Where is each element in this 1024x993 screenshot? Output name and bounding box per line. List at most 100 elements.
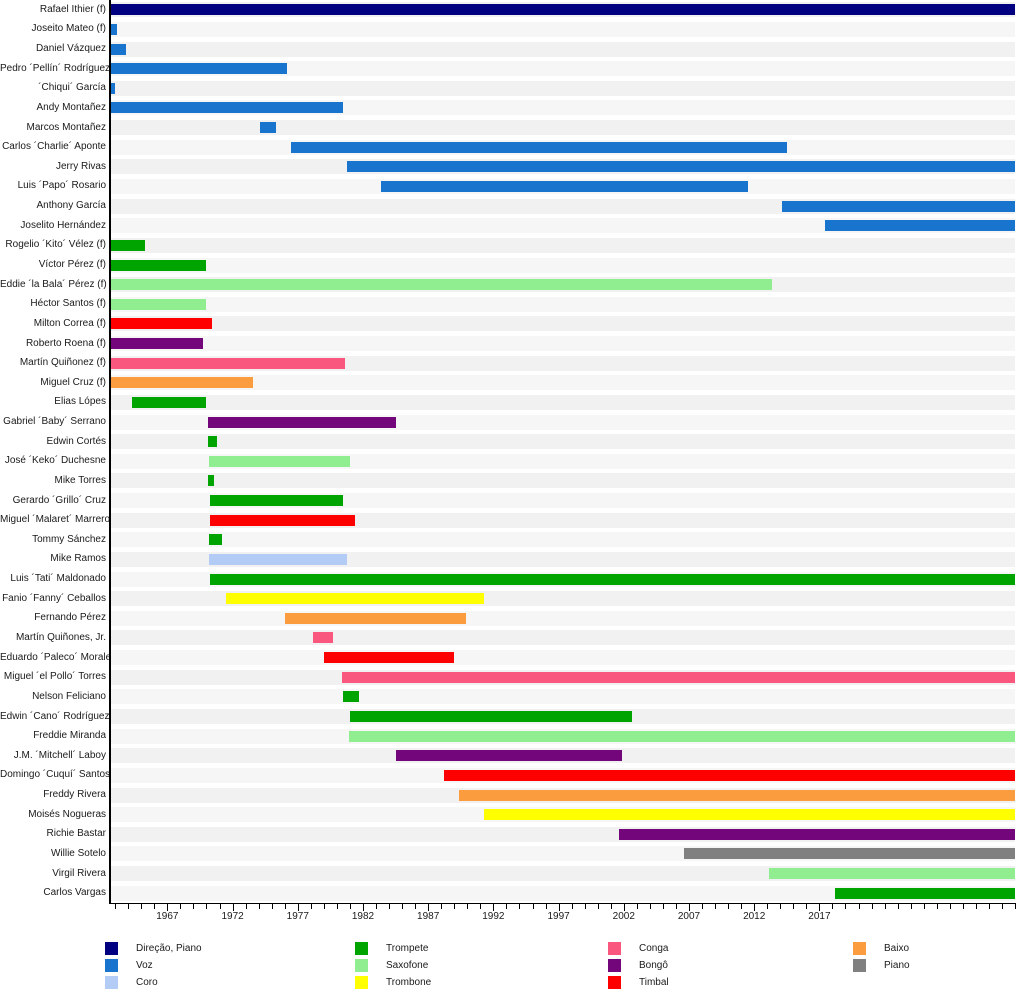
gantt-bar[interactable] <box>323 652 455 664</box>
gantt-bar[interactable] <box>618 828 1015 840</box>
gantt-bar[interactable] <box>132 396 207 408</box>
gantt-bar[interactable] <box>342 671 1015 683</box>
gantt-bar[interactable] <box>835 887 1015 899</box>
gantt-bar[interactable] <box>348 730 1015 742</box>
gantt-bar[interactable] <box>210 495 344 507</box>
legend-column: Direção, Piano Voz Coro <box>105 940 202 991</box>
gantt-bar[interactable] <box>768 868 1015 880</box>
x-axis-tick <box>662 904 664 909</box>
gantt-bar[interactable] <box>110 4 1015 16</box>
legend-label: Conga <box>639 943 669 954</box>
legend-item[interactable]: Conga <box>608 940 669 957</box>
x-axis-tick-label: 1977 <box>286 911 309 922</box>
gantt-bar[interactable] <box>683 848 1015 860</box>
legend-label: Baixo <box>884 943 910 954</box>
row-label: Edwin ´Cano´ Rodríguez <box>0 710 110 722</box>
row-background-band <box>110 336 1015 352</box>
gantt-bar[interactable] <box>207 436 217 448</box>
gantt-bar[interactable] <box>484 809 1015 821</box>
legend-swatch-icon <box>608 976 621 989</box>
gantt-bar[interactable] <box>459 789 1015 801</box>
x-axis-tick <box>741 904 743 909</box>
x-axis-tick <box>271 904 273 909</box>
row-label: Willie Sotelo <box>50 847 106 859</box>
row-label: Anthony García <box>36 200 106 212</box>
x-axis-tick <box>806 904 808 909</box>
legend-label: Coro <box>136 977 158 988</box>
legend-item[interactable]: Bongô <box>608 957 669 974</box>
gantt-bar[interactable] <box>110 377 254 389</box>
x-axis-tick <box>910 904 912 909</box>
gantt-bar[interactable] <box>209 534 223 546</box>
gantt-bar[interactable] <box>284 612 466 624</box>
row-label: Rogelio ´Kito´ Vélez (f) <box>5 239 106 251</box>
gantt-bar[interactable] <box>110 298 207 310</box>
row-label: Héctor Santos (f) <box>30 298 106 310</box>
gantt-bar[interactable] <box>210 514 356 526</box>
gantt-bar[interactable] <box>110 23 117 35</box>
row-label: José ´Keko´ Duchesne <box>4 455 106 467</box>
x-axis-tick <box>519 904 521 909</box>
row-label: Fanio ´Fanny´ Ceballos <box>2 592 106 604</box>
gantt-bar[interactable] <box>110 239 146 251</box>
gantt-bar[interactable] <box>259 122 276 134</box>
legend-item[interactable]: Trombone <box>355 974 431 991</box>
gantt-bar[interactable] <box>207 416 396 428</box>
gantt-bar[interactable] <box>207 475 215 487</box>
x-axis-tick <box>923 904 925 909</box>
gantt-bar[interactable] <box>110 102 344 114</box>
gantt-bar[interactable] <box>110 63 288 75</box>
gantt-bar[interactable] <box>110 338 203 350</box>
gantt-bar[interactable] <box>209 553 348 565</box>
gantt-bar[interactable] <box>110 259 207 271</box>
row-label: Moisés Nogueras <box>28 808 106 820</box>
row-background-band <box>110 316 1015 332</box>
x-axis-tick <box>206 904 208 909</box>
gantt-bar[interactable] <box>110 357 345 369</box>
gantt-bar[interactable] <box>110 43 126 55</box>
legend-swatch-icon <box>853 942 866 955</box>
gantt-bar[interactable] <box>349 711 632 722</box>
legend-column: Baixo Piano <box>853 940 910 974</box>
legend-item[interactable]: Trompete <box>355 940 431 957</box>
row-label: J.M. ´Mitchell´ Laboy <box>13 749 106 761</box>
gantt-bar[interactable] <box>210 573 1015 585</box>
legend-item[interactable]: Timbal <box>608 974 669 991</box>
gantt-bar[interactable] <box>824 220 1015 232</box>
gantt-bar[interactable] <box>313 632 333 644</box>
legend-item[interactable]: Baixo <box>853 940 910 957</box>
gantt-bar[interactable] <box>347 161 1015 173</box>
row-label: Mike Ramos <box>50 553 106 565</box>
x-axis-tick <box>454 904 456 909</box>
gantt-bar[interactable] <box>226 593 485 605</box>
x-axis-tick <box>884 904 886 909</box>
gantt-bar[interactable] <box>443 769 1015 781</box>
legend-swatch-icon <box>853 959 866 972</box>
row-background-band <box>110 61 1015 77</box>
row-label: Elias Lópes <box>54 396 106 408</box>
gantt-bar[interactable] <box>110 279 773 291</box>
gantt-bar[interactable] <box>781 200 1015 212</box>
x-axis-tick <box>310 904 312 909</box>
gantt-bar[interactable] <box>110 82 116 94</box>
row-label: Luis ´Tati´ Maldonado <box>10 573 106 585</box>
x-axis-tick <box>597 904 599 909</box>
gantt-bar[interactable] <box>291 141 787 153</box>
x-axis-tick <box>975 904 977 909</box>
gantt-bar[interactable] <box>209 455 350 467</box>
legend-item[interactable]: Saxofone <box>355 957 431 974</box>
legend-item[interactable]: Coro <box>105 974 202 991</box>
legend-item[interactable]: Direção, Piano <box>105 940 202 957</box>
legend-item[interactable]: Voz <box>105 957 202 974</box>
x-axis-tick <box>754 904 756 911</box>
gantt-bar[interactable] <box>110 318 212 330</box>
gantt-bar[interactable] <box>395 750 623 762</box>
x-axis-tick <box>245 904 247 909</box>
legend-item[interactable]: Piano <box>853 957 910 974</box>
gantt-bar[interactable] <box>381 180 748 192</box>
x-axis-tick <box>219 904 221 909</box>
x-axis-tick <box>297 904 299 911</box>
x-axis-line <box>109 903 1016 904</box>
x-axis-tick <box>258 904 260 909</box>
gantt-bar[interactable] <box>343 691 360 703</box>
